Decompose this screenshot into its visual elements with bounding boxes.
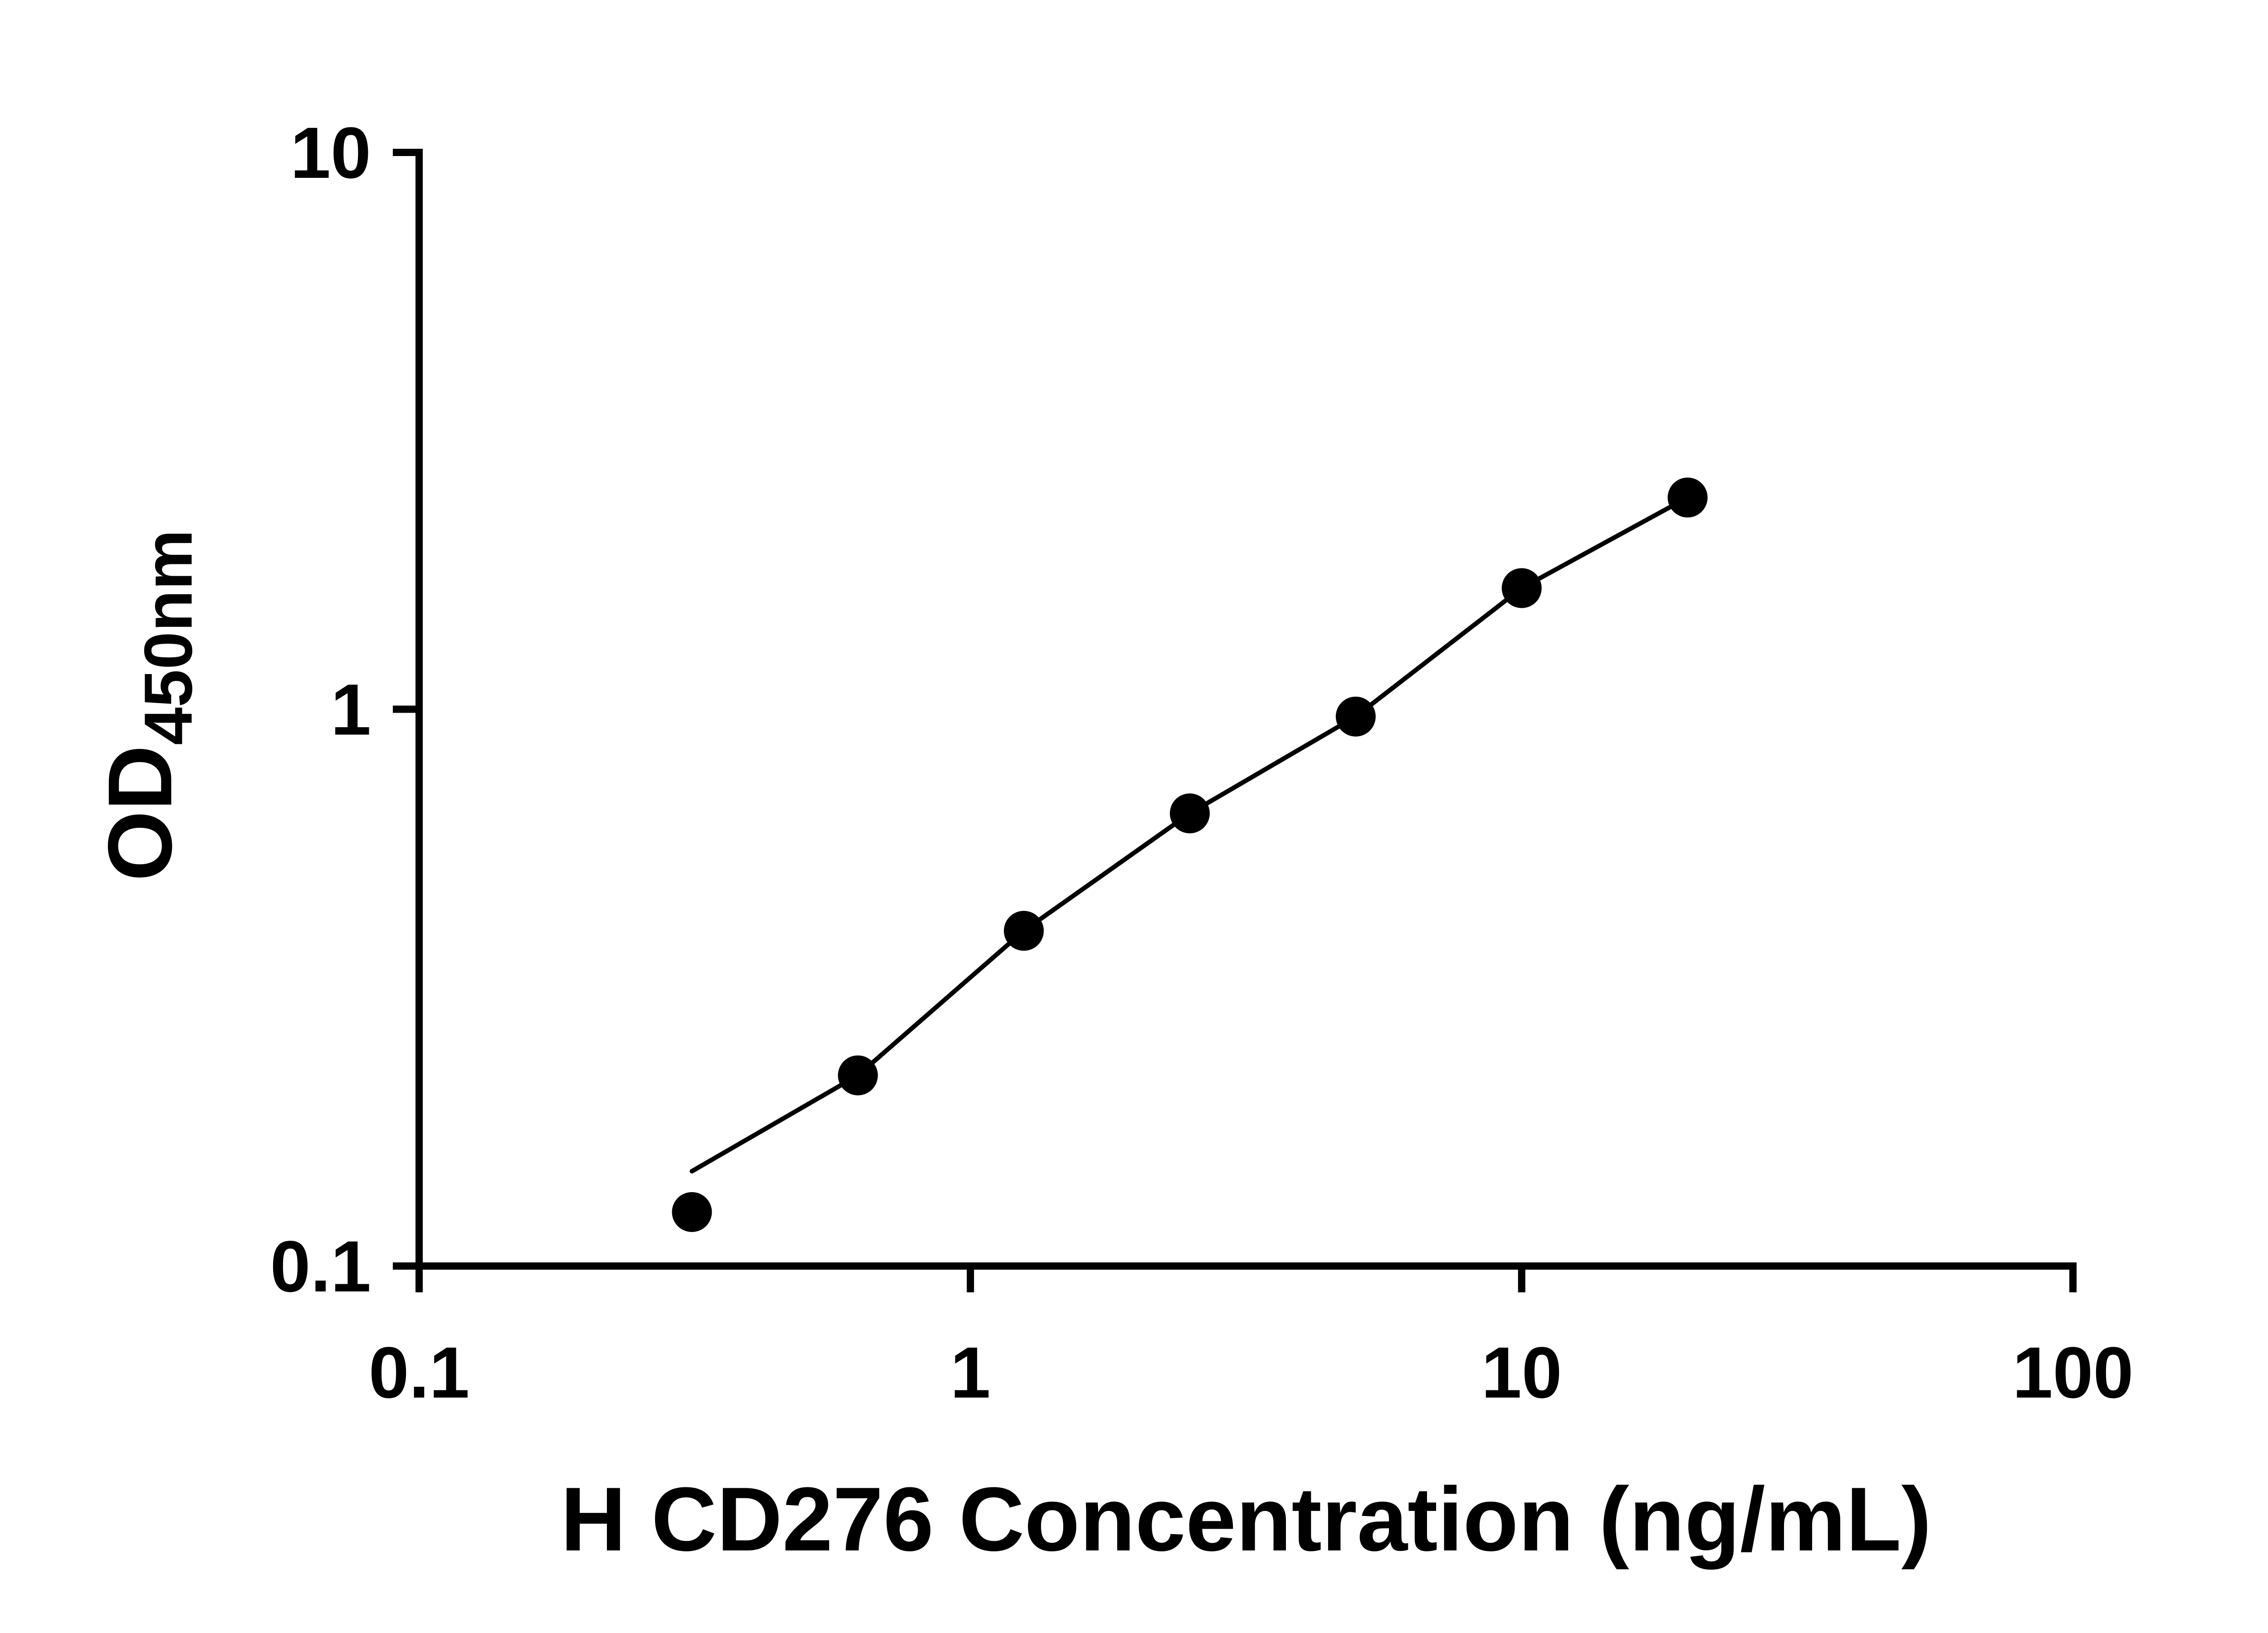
x-tick-label: 0.1 (369, 1332, 469, 1413)
axes-spine (415, 149, 2077, 1270)
y-axis-label: OD450nm (88, 529, 208, 881)
y-axis-label-subscript: 450nm (130, 529, 206, 745)
data-point (672, 1192, 712, 1232)
x-tick-label: 100 (2013, 1332, 2134, 1413)
data-point (1170, 793, 1210, 834)
x-axis-label: H CD276 Concentration (ng/mL) (560, 1469, 1932, 1570)
y-axis-label-base: OD (89, 745, 191, 881)
y-tick-label: 10 (290, 112, 371, 193)
data-point (1004, 911, 1044, 951)
x-tick-label: 1 (950, 1332, 991, 1413)
x-tick-label: 10 (1481, 1332, 1562, 1413)
y-tick-label: 1 (331, 669, 371, 750)
data-point (1667, 477, 1708, 518)
y-tick-label: 0.1 (270, 1226, 371, 1307)
data-point (1501, 568, 1542, 608)
data-point (1335, 696, 1376, 737)
data-point (838, 1055, 878, 1095)
